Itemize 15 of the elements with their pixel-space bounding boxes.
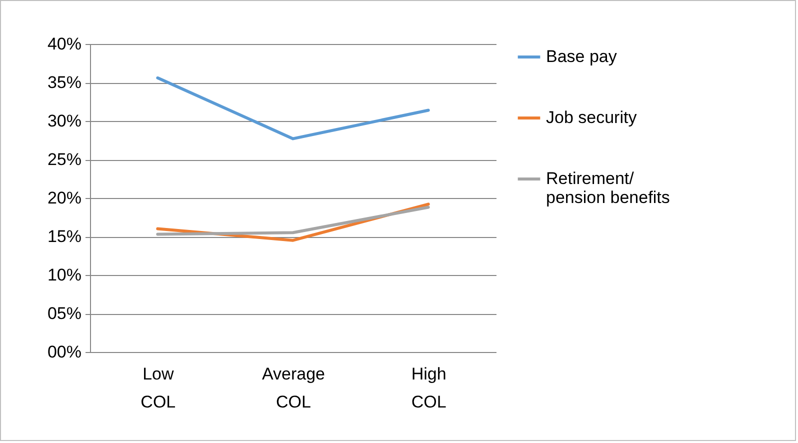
y-tick-label: 20% xyxy=(47,188,82,208)
legend-label: Retirement/ pension benefits xyxy=(546,169,670,207)
x-tick-label: Low COL xyxy=(140,364,176,412)
y-tick-label: 30% xyxy=(47,112,82,130)
x-tick-label: High COL xyxy=(411,364,446,412)
y-tick-label: 00% xyxy=(47,342,82,362)
y-tick-label: 25% xyxy=(47,150,82,169)
y-tick-label: 15% xyxy=(47,227,82,246)
y-tick-label: 40% xyxy=(47,34,82,54)
y-tick-label: 35% xyxy=(47,73,82,92)
legend-label: Job security xyxy=(546,108,638,127)
legend-label: Base pay xyxy=(546,47,618,66)
y-tick-label: 05% xyxy=(47,304,82,323)
y-tick-label: 10% xyxy=(47,266,82,284)
x-tick-label: Average COL xyxy=(262,364,326,412)
